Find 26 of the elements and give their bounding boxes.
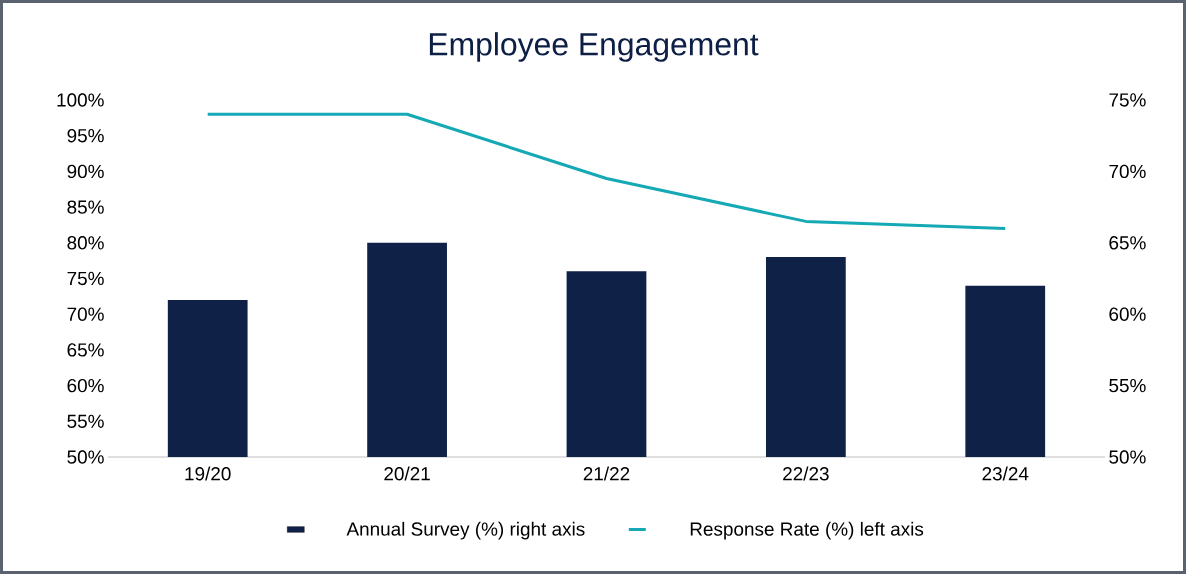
y-tick-label: 90% — [67, 164, 104, 179]
y-tick-label: 65% — [67, 343, 104, 357]
y-tick-label: 70% — [67, 307, 104, 321]
y-tick-label: 95% — [67, 128, 104, 143]
x-tick-label: 21/22 — [583, 466, 630, 481]
y-tick-label: 85% — [67, 200, 104, 214]
y2-tick-label: 65% — [1109, 236, 1146, 250]
y-tick-label: 50% — [67, 450, 104, 464]
y-tick-label: 75% — [67, 271, 104, 286]
y2-tick-label: 60% — [1109, 307, 1146, 321]
y2-tick-label: 50% — [1109, 450, 1146, 464]
legend-label: Response Rate (%) left axis — [690, 521, 924, 540]
y-tick-label: 100% — [57, 93, 104, 107]
line-series — [206, 112, 1007, 231]
legend-label: Annual Survey (%) right axis — [346, 521, 585, 540]
x-tick-label: 23/24 — [982, 466, 1029, 481]
y2-tick-label: 75% — [1109, 93, 1146, 107]
y-tick-label: 60% — [67, 378, 104, 393]
y-tick-label: 55% — [67, 414, 104, 428]
x-tick-label: 20/21 — [384, 466, 430, 481]
y-tick-label: 80% — [67, 236, 104, 250]
x-tick-label: 22/23 — [783, 466, 829, 481]
x-tick-label: 19/20 — [185, 466, 231, 481]
chart-title: Employee Engagement — [429, 32, 759, 62]
y2-tick-label: 55% — [1109, 378, 1146, 393]
y2-tick-label: 70% — [1109, 164, 1146, 179]
